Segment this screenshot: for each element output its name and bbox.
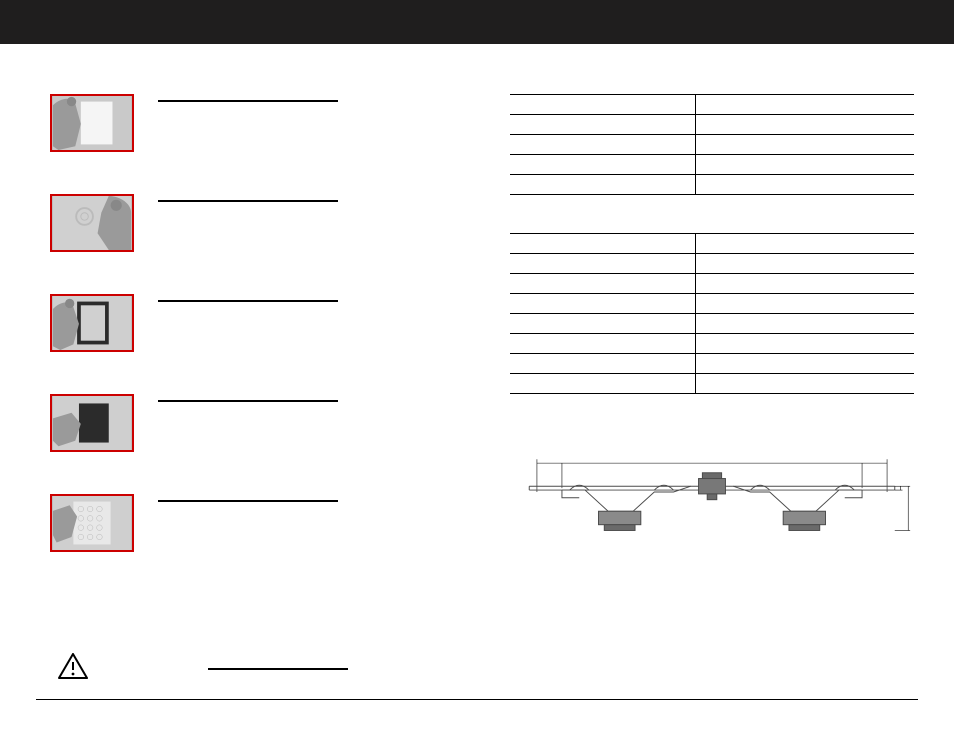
spec-val: [696, 314, 914, 334]
step-4-label-line: [158, 400, 338, 402]
page-divider: [36, 699, 918, 700]
spec-key: [510, 135, 696, 155]
table-row: [510, 155, 914, 175]
step-2-thumb: [50, 194, 134, 252]
warning-icon: [58, 653, 88, 684]
table-row: [510, 274, 914, 294]
step-row: [50, 94, 470, 152]
table-row: [510, 374, 914, 394]
spec-val: [696, 334, 914, 354]
spec-val: [696, 354, 914, 374]
specs-column: [510, 94, 914, 594]
spec-key: [510, 115, 696, 135]
step-3-thumb: [50, 294, 134, 352]
table-row: [510, 115, 914, 135]
step-row: [50, 294, 470, 352]
spec-val: [696, 155, 914, 175]
spec-val: [696, 115, 914, 135]
step-row: [50, 494, 470, 552]
spec-val: [696, 135, 914, 155]
step-3-label-line: [158, 300, 338, 302]
step-1-thumb: [50, 94, 134, 152]
spec-val: [696, 254, 914, 274]
step-4-thumb: [50, 394, 134, 452]
spec-key: [510, 155, 696, 175]
spec-key: [510, 254, 696, 274]
spec-key: [510, 294, 696, 314]
spec-val: [696, 234, 914, 254]
table-row: [510, 294, 914, 314]
table-row: [510, 95, 914, 115]
step-row: [50, 194, 470, 252]
spec-table-a: [510, 94, 914, 195]
step-5-label-line: [158, 500, 338, 502]
speaker-cross-section-diagram: [510, 432, 914, 552]
warning-row: [58, 653, 348, 684]
page-content: [0, 44, 954, 604]
spec-key: [510, 314, 696, 334]
spec-key: [510, 274, 696, 294]
table-row: [510, 254, 914, 274]
spec-key: [510, 175, 696, 195]
table-row: [510, 234, 914, 254]
step-2-label-line: [158, 200, 338, 202]
step-5-thumb: [50, 494, 134, 552]
spec-val: [696, 95, 914, 115]
spec-key: [510, 354, 696, 374]
table-row: [510, 314, 914, 334]
table-row: [510, 354, 914, 374]
spec-val: [696, 175, 914, 195]
spec-key: [510, 334, 696, 354]
spec-key: [510, 95, 696, 115]
steps-column: [50, 94, 470, 594]
table-row: [510, 175, 914, 195]
top-bar: [0, 0, 954, 44]
spec-table-b: [510, 233, 914, 394]
step-row: [50, 394, 470, 452]
warning-label-line: [208, 668, 348, 670]
table-row: [510, 334, 914, 354]
spec-val: [696, 294, 914, 314]
spec-key: [510, 234, 696, 254]
table-row: [510, 135, 914, 155]
spec-val: [696, 374, 914, 394]
spec-key: [510, 374, 696, 394]
spec-val: [696, 274, 914, 294]
step-1-label-line: [158, 100, 338, 102]
